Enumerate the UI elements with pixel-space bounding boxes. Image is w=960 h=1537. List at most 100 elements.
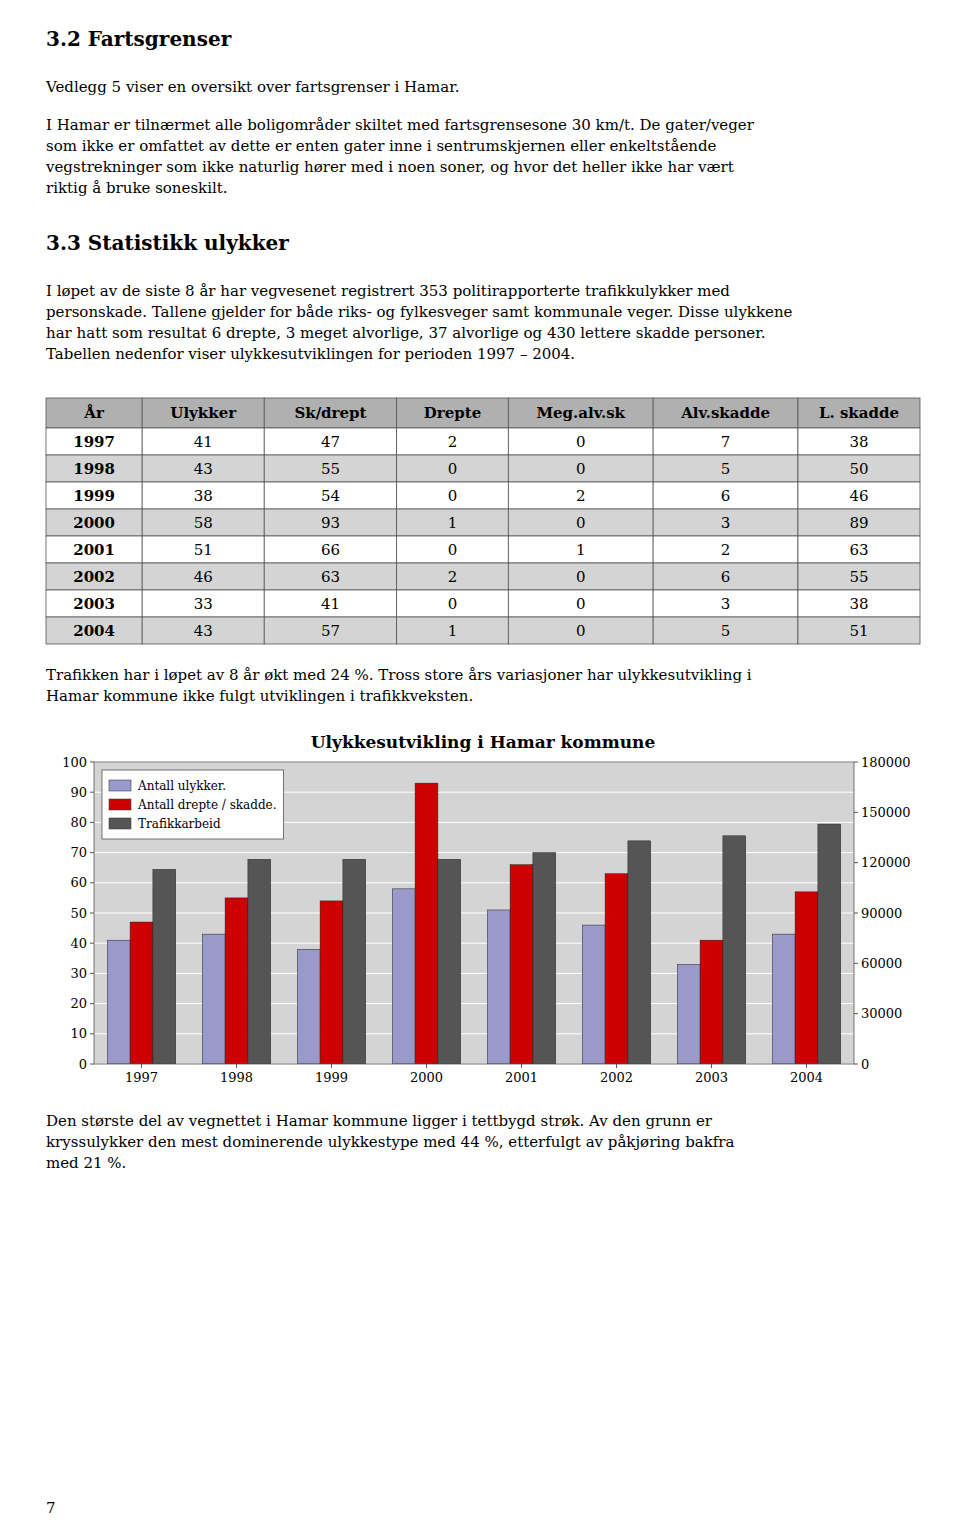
table-cell — [46, 536, 142, 563]
bar — [297, 949, 320, 1064]
table-cell-text: 89 — [849, 514, 868, 532]
y2-tick-label: 60000 — [861, 956, 902, 971]
y-tick-label: 10 — [70, 1026, 87, 1041]
chart: Ulykkesutvikling i Hamar kommune01020304… — [62, 732, 910, 1085]
table-cell — [508, 617, 653, 644]
x-tick — [806, 1064, 807, 1068]
bar — [320, 901, 343, 1064]
table: ÅrUlykkerSk/dreptDrepteMeg.alv.skAlv.ska… — [46, 398, 920, 644]
table-cell — [653, 482, 798, 509]
bar — [533, 853, 556, 1064]
y-tick — [90, 1064, 94, 1065]
table-cell-text: 1999 — [73, 487, 115, 505]
table-cell-text: 1 — [448, 622, 458, 640]
legend-box — [102, 770, 284, 839]
table-cell — [142, 455, 264, 482]
table-cell-text: 0 — [576, 622, 586, 640]
y2-tick — [854, 812, 858, 813]
y2-tick-label: 90000 — [861, 906, 902, 921]
table-cell-text: 2 — [448, 568, 458, 586]
table-cell-text: 0 — [576, 460, 586, 478]
x-tick — [426, 1064, 427, 1068]
table-cell-text: 0 — [448, 487, 458, 505]
table-cell — [397, 455, 509, 482]
table-cell — [46, 509, 142, 536]
paragraph-line: riktig å bruke soneskilt. — [46, 179, 228, 197]
table-cell — [142, 482, 264, 509]
y2-tick-label: 30000 — [861, 1006, 902, 1021]
y-tick — [90, 973, 94, 974]
table-cell-text: 0 — [448, 541, 458, 559]
bar — [248, 859, 271, 1064]
bar — [772, 934, 795, 1064]
table-cell-text: 47 — [321, 433, 340, 451]
table-header: Ulykker — [170, 404, 237, 422]
legend-label: Trafikkarbeid — [138, 817, 221, 831]
table-cell — [46, 455, 142, 482]
table-cell — [264, 590, 396, 617]
paragraph-line: I Hamar er tilnærmet alle boligområder s… — [46, 116, 755, 134]
table-cell-text: 66 — [321, 541, 340, 559]
table-header-cell — [264, 398, 396, 428]
table-cell — [397, 482, 509, 509]
y2-tick — [854, 1064, 858, 1065]
paragraph-line: personskade. Tallene gjelder for både ri… — [46, 303, 793, 321]
bar — [818, 824, 841, 1064]
table-cell-text: 41 — [194, 433, 213, 451]
paragraph-line: som ikke er omfattet av dette er enten g… — [46, 137, 717, 155]
bar — [582, 925, 605, 1064]
page: 3.2 FartsgrenserVedlegg 5 viser en overs… — [0, 0, 960, 1537]
plot-background — [94, 762, 854, 1064]
bar — [225, 898, 248, 1064]
table-cell — [508, 509, 653, 536]
table-cell-text: 5 — [721, 460, 731, 478]
table-cell-text: 57 — [321, 622, 340, 640]
bar — [510, 865, 533, 1064]
x-tick — [236, 1064, 237, 1068]
heading: 3.3 Statistikk ulykker — [46, 231, 289, 255]
paragraph-line: Den største del av vegnettet i Hamar kom… — [46, 1112, 713, 1130]
table-cell-text: 0 — [448, 595, 458, 613]
paragraph-line: med 21 %. — [46, 1154, 126, 1172]
chart-title: Ulykkesutvikling i Hamar kommune — [311, 732, 656, 752]
table-cell-text: 55 — [849, 568, 868, 586]
table-cell-text: 2004 — [73, 622, 115, 640]
paragraph-line: kryssulykker den mest dominerende ulykke… — [46, 1133, 734, 1151]
y-tick — [90, 1003, 94, 1004]
table-cell — [798, 617, 920, 644]
y-tick-label: 30 — [70, 966, 87, 981]
table-cell — [397, 536, 509, 563]
table-cell — [508, 563, 653, 590]
table-cell-text: 1 — [576, 541, 586, 559]
legend-swatch — [109, 818, 131, 829]
table-cell — [46, 563, 142, 590]
table-cell — [798, 590, 920, 617]
table-cell-text: 1998 — [73, 460, 115, 478]
table-cell — [142, 563, 264, 590]
x-tick — [331, 1064, 332, 1068]
table-header: Meg.alv.sk — [536, 404, 625, 422]
legend-label: Antall ulykker. — [137, 779, 226, 793]
bar — [605, 874, 628, 1064]
table-cell-text: 46 — [849, 487, 868, 505]
table-cell — [653, 455, 798, 482]
table-cell — [798, 455, 920, 482]
y2-tick-label: 180000 — [861, 755, 911, 770]
table-cell — [798, 509, 920, 536]
table-cell — [508, 536, 653, 563]
table-cell-text: 46 — [194, 568, 213, 586]
bar — [677, 964, 700, 1064]
bars — [107, 783, 840, 1064]
table-cell-text: 0 — [576, 514, 586, 532]
table-cell-text: 6 — [721, 568, 731, 586]
x-tick — [616, 1064, 617, 1068]
y2-tick — [854, 862, 858, 863]
y2-tick — [854, 762, 858, 763]
bar — [343, 859, 366, 1064]
table-cell-text: 43 — [194, 460, 213, 478]
paragraph-line: Hamar kommune ikke fulgt utviklingen i t… — [46, 687, 473, 705]
table-cell-text: 2 — [721, 541, 731, 559]
y-tick — [90, 1033, 94, 1034]
table-cell — [397, 509, 509, 536]
y-tick — [90, 822, 94, 823]
